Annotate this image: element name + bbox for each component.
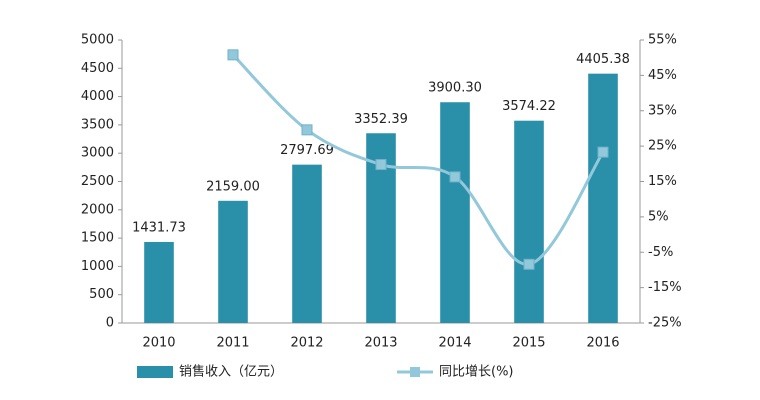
y-tick-label: 4500 [81,61,114,76]
y-tick-label: 500 [89,287,114,302]
y2-tick-label: 55% [648,33,677,48]
y2-tick-label: 35% [648,103,677,118]
y2-tick-label: 25% [648,139,677,154]
line-marker [227,49,239,61]
line-marker [449,171,461,183]
y-tick-label: 5000 [81,33,114,48]
legend-label: 同比增长(%) [439,365,514,380]
line [231,53,605,266]
y2-tick-label: -5% [648,245,673,260]
y-tick-label: 4000 [81,89,114,104]
line-marker [523,258,535,270]
value-label: 4405.38 [576,52,630,67]
y-tick-label: 3500 [81,117,114,132]
bar [514,120,544,323]
value-label: 2797.69 [280,143,334,158]
y-tick-label: 2000 [81,202,114,217]
x-tick-label: 2016 [586,336,619,351]
y-tick-label: 2500 [81,174,114,189]
y2-tick-label: -15% [648,280,682,295]
legend-label: 销售收入（亿元） [179,364,283,380]
y2-tick-label: 5% [648,209,669,224]
bar [218,200,248,323]
legend-swatch [410,367,420,377]
bar [588,73,618,324]
x-tick-label: 2013 [364,336,397,351]
x-tick-label: 2012 [290,336,323,351]
x-tick-label: 2011 [216,336,249,351]
value-label: 1431.73 [132,220,186,235]
y-tick-label: 1000 [81,259,114,274]
line-marker [301,124,313,136]
line-marker [597,146,609,158]
x-tick-label: 2015 [512,336,545,351]
value-label: 2159.00 [206,179,260,194]
value-label: 3352.39 [354,112,408,127]
x-tick-label: 2014 [438,336,471,351]
bar [144,241,174,323]
y2-tick-label: -25% [648,316,682,331]
legend-swatch [137,366,173,378]
y-tick-label: 3000 [81,146,114,161]
y2-tick-label: 15% [648,174,677,189]
bar [292,164,322,323]
line-marker [375,159,387,171]
x-tick-label: 2010 [142,336,175,351]
y2-tick-label: 45% [648,68,677,83]
value-label: 3900.30 [428,81,482,96]
y-tick-label: 1500 [81,231,114,246]
bar [440,102,470,324]
value-label: 3574.22 [502,99,556,114]
y-tick-label: 0 [106,316,114,331]
